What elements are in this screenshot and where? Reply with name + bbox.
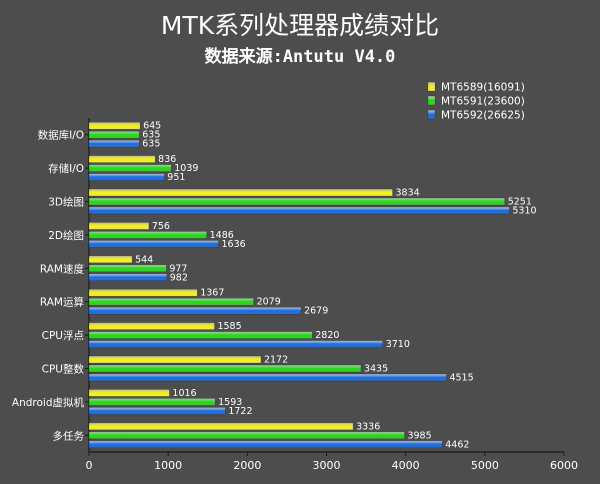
data-label: 756 bbox=[152, 221, 170, 232]
bar bbox=[88, 173, 165, 181]
data-label: 544 bbox=[135, 254, 153, 265]
bar bbox=[88, 306, 302, 315]
category-label: Android虚拟机 bbox=[12, 396, 85, 409]
bar bbox=[88, 340, 383, 348]
bar bbox=[88, 240, 219, 248]
data-label: 2679 bbox=[304, 306, 328, 317]
data-label: 977 bbox=[169, 263, 187, 274]
bar bbox=[88, 322, 215, 330]
bar bbox=[88, 121, 141, 130]
bar bbox=[88, 364, 362, 373]
bar bbox=[88, 422, 354, 431]
category-label: 3D绘图 bbox=[48, 196, 84, 209]
bar bbox=[88, 273, 167, 282]
bar bbox=[88, 297, 254, 306]
bar bbox=[88, 155, 156, 163]
bar bbox=[88, 130, 140, 139]
x-tick-label: 5000 bbox=[471, 459, 499, 472]
data-label: 3834 bbox=[396, 188, 420, 199]
data-label: 982 bbox=[170, 272, 188, 283]
data-label: 1486 bbox=[210, 230, 234, 241]
bar bbox=[88, 206, 510, 215]
legend-label: MT6591(23600) bbox=[441, 96, 525, 108]
bar bbox=[88, 255, 133, 264]
category-label: 数据库I/O bbox=[38, 129, 84, 142]
chart-title: MTK系列处理器成绩对比 bbox=[160, 11, 440, 40]
data-label: 3435 bbox=[364, 364, 388, 375]
data-label: 3985 bbox=[407, 430, 431, 441]
data-label: 645 bbox=[143, 121, 161, 132]
data-label: 4462 bbox=[445, 439, 469, 450]
bar bbox=[88, 373, 447, 382]
bar bbox=[88, 222, 150, 230]
legend-swatch bbox=[427, 95, 436, 106]
data-label: 836 bbox=[158, 154, 176, 165]
data-label: 5251 bbox=[508, 197, 532, 208]
data-label: 951 bbox=[167, 172, 185, 183]
category-label: 存储I/O bbox=[48, 162, 84, 175]
bar bbox=[88, 188, 393, 197]
bar bbox=[88, 139, 140, 148]
bar bbox=[88, 440, 443, 449]
bar bbox=[88, 331, 313, 339]
bar bbox=[88, 197, 505, 206]
data-label: 3336 bbox=[356, 421, 380, 432]
data-label: 2079 bbox=[257, 297, 281, 308]
bar bbox=[88, 164, 172, 172]
legend-label: MT6592(26625) bbox=[441, 110, 525, 122]
legend-swatch bbox=[427, 81, 436, 92]
data-label: 2820 bbox=[315, 330, 339, 341]
chart-subtitle: 数据来源:Antutu V4.0 bbox=[204, 47, 396, 67]
legend-swatch bbox=[427, 109, 436, 120]
x-tick-label: 0 bbox=[86, 459, 93, 472]
data-label: 2172 bbox=[264, 355, 288, 366]
x-tick-label: 3000 bbox=[313, 459, 341, 472]
data-label: 1367 bbox=[200, 288, 224, 299]
data-label: 5310 bbox=[512, 206, 536, 217]
category-label: CPU整数 bbox=[42, 363, 85, 376]
data-label: 4515 bbox=[449, 373, 473, 384]
bar bbox=[88, 398, 216, 406]
category-label: RAM运算 bbox=[40, 296, 84, 309]
data-label: 635 bbox=[142, 139, 160, 150]
bar bbox=[88, 389, 170, 397]
bar bbox=[88, 431, 405, 440]
data-label: 3710 bbox=[386, 339, 410, 350]
legend-label: MT6589(16091) bbox=[441, 82, 525, 94]
category-label: CPU浮点 bbox=[42, 330, 84, 342]
bar bbox=[88, 355, 262, 364]
category-label: 多任务 bbox=[53, 429, 85, 442]
bar bbox=[88, 407, 226, 415]
bar bbox=[88, 231, 207, 239]
data-label: 1722 bbox=[228, 406, 252, 417]
bar bbox=[88, 264, 167, 273]
data-label: 1016 bbox=[172, 388, 196, 399]
data-label: 635 bbox=[142, 130, 160, 141]
data-label: 1593 bbox=[218, 397, 242, 408]
x-tick-label: 1000 bbox=[154, 459, 182, 472]
category-label: RAM速度 bbox=[40, 262, 85, 275]
bar bbox=[88, 288, 198, 297]
category-label: 2D绘图 bbox=[48, 229, 84, 242]
data-label: 1636 bbox=[222, 239, 246, 250]
data-label: 1585 bbox=[217, 321, 241, 332]
data-label: 1039 bbox=[174, 163, 198, 174]
x-tick-label: 4000 bbox=[392, 459, 420, 472]
x-tick-label: 2000 bbox=[233, 459, 261, 472]
x-tick-label: 6000 bbox=[550, 459, 578, 472]
